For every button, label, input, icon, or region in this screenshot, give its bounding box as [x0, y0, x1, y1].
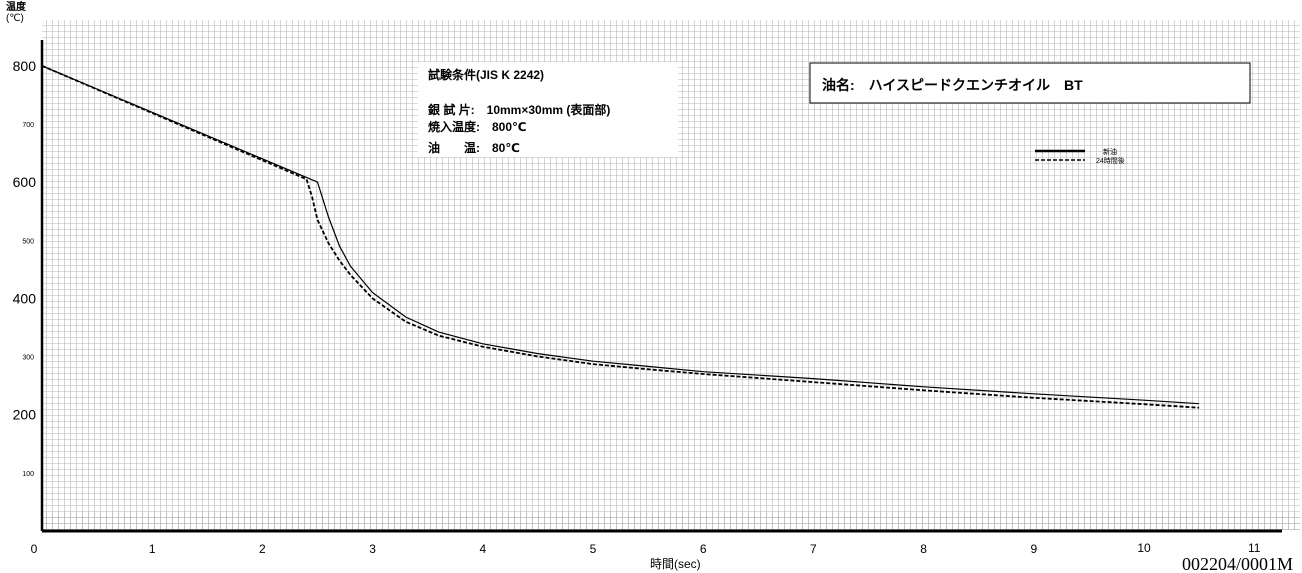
y-tick-label-700: 700 — [22, 122, 34, 129]
y-axis-label: 温度 (℃) — [6, 2, 26, 24]
x-tick-label-7: 7 — [810, 542, 817, 556]
x-tick-label-9: 9 — [1030, 542, 1037, 556]
series-line-new-oil — [41, 65, 1200, 405]
y-tick-label-500: 500 — [22, 238, 34, 245]
y-tick-label-200: 200 — [13, 407, 37, 423]
conditions-background — [418, 62, 678, 157]
x-tick-label-3: 3 — [369, 542, 376, 556]
x-tick-label-10: 10 — [1137, 541, 1151, 555]
legend: 新油 24時間後 — [1035, 147, 1125, 165]
y-tick-label-300: 300 — [22, 355, 34, 362]
series-line-after-24h — [41, 64, 1200, 409]
plot-grid-bottom-band — [42, 512, 1300, 530]
conditions-title: 試験条件(JIS K 2242) — [428, 67, 544, 82]
y-tick-label-400: 400 — [13, 290, 37, 306]
oil-name-box — [809, 62, 1251, 104]
y-tick-label-600: 600 — [13, 174, 37, 190]
y-axis-label-line1: 温度 — [6, 2, 26, 13]
x-tick-label-6: 6 — [700, 542, 707, 556]
oil-name: 油名: ハイスピードクエンチオイル BT — [822, 77, 1083, 93]
x-tick-labels: 0 1 2 3 4 5 6 7 8 9 10 11 — [31, 541, 1261, 556]
legend-label-24h: 24時間後 — [1096, 156, 1125, 165]
y-tick-labels: 800 700 600 500 400 300 200 100 — [13, 58, 37, 478]
x-tick-label-0: 0 — [31, 542, 38, 556]
condition-line-3: 油 温: 80℃ — [428, 140, 520, 155]
x-tick-label-11: 11 — [1248, 541, 1261, 555]
condition-line-2: 焼入温度: 800℃ — [428, 119, 527, 134]
y-tick-label-800: 800 — [13, 58, 37, 74]
condition-line-1: 銀 試 片: 10mm×30mm (表面部) — [427, 102, 610, 117]
x-tick-label-8: 8 — [920, 542, 927, 556]
x-tick-label-5: 5 — [590, 542, 597, 556]
x-axis-label: 時間(sec) — [650, 557, 701, 571]
x-tick-label-1: 1 — [149, 542, 156, 556]
x-tick-label-4: 4 — [479, 542, 486, 556]
y-axis-label-line2: (℃) — [6, 13, 24, 24]
legend-label-new-oil: 新油 — [1103, 147, 1117, 156]
y-tick-label-100: 100 — [22, 471, 34, 478]
series-lines — [41, 64, 1200, 409]
footer-id: 002204/0001M — [1182, 554, 1293, 573]
x-tick-label-2: 2 — [259, 542, 266, 556]
